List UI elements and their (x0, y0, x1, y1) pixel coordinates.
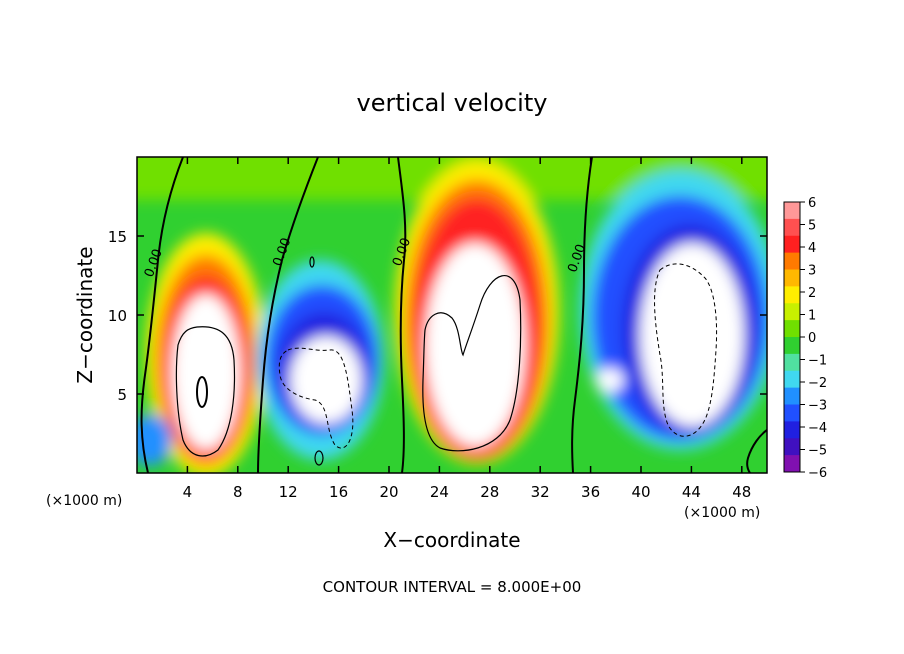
colorbar-label-7: 0 (808, 331, 816, 346)
x-tick-label-4: 4 (183, 483, 193, 501)
x-tick-label-48: 48 (732, 483, 751, 501)
colorbar-label-13: −6 (808, 466, 827, 481)
x-tick-label-8: 8 (233, 483, 243, 501)
positive-contour-cell-3 (422, 275, 522, 452)
positive-contour-cell-1 (175, 326, 236, 457)
positive-contour-core (196, 376, 208, 408)
zero-contour-1 (140, 157, 184, 473)
colorbar-swatch-6 (784, 286, 800, 304)
colorbar-swatch-15 (784, 438, 800, 456)
x-axis-label: X−coordinate (383, 528, 520, 552)
chart-title: vertical velocity (357, 89, 548, 117)
colorbar-label-5: 2 (808, 286, 816, 301)
y-tick-label-5: 5 (117, 386, 127, 404)
zero-contour-5 (746, 429, 767, 473)
colorbar-swatch-4 (784, 252, 800, 270)
x-unit-right: (×1000 m) (684, 505, 760, 521)
y-axis: 5 10 15 (108, 228, 767, 404)
x-axis: 4 8 12 16 20 24 28 32 36 40 44 48 (183, 157, 751, 501)
colorbar-label-9: −2 (808, 376, 827, 391)
colorbar-swatch-7 (784, 303, 800, 321)
colorbar-swatch-11 (784, 370, 800, 389)
colorbar-swatch-3 (784, 235, 800, 254)
colorbar-swatch-2 (784, 218, 800, 237)
colorbar-label-12: −5 (808, 444, 827, 459)
colorbar-label-10: −3 (808, 399, 827, 414)
x-tick-label-12: 12 (279, 483, 298, 501)
colorbar-swatch-10 (784, 353, 800, 372)
x-tick-label-28: 28 (480, 483, 499, 501)
plot-area: 0.00 0.00 0.00 0.00 (137, 157, 767, 473)
contour-lines (140, 157, 767, 473)
y-tick-label-15: 15 (108, 228, 127, 246)
colorbar-label-4: 3 (808, 264, 816, 279)
colorbar-swatch-14 (784, 421, 800, 439)
contour-interval-note: CONTOUR INTERVAL = 8.000E+00 (323, 578, 582, 596)
colorbar-swatch-1 (784, 202, 800, 220)
colorbar-label-6: 1 (808, 309, 816, 324)
x-tick-label-36: 36 (581, 483, 600, 501)
x-tick-label-24: 24 (430, 483, 449, 501)
colorbar-swatch-5 (784, 269, 800, 287)
y-tick-label-10: 10 (108, 307, 127, 325)
x-tick-label-16: 16 (329, 483, 348, 501)
colorbar-swatch-13 (784, 404, 800, 422)
colorbar-label-1: 6 (808, 196, 816, 211)
colorbar-swatch-16 (784, 455, 800, 473)
field-shading (137, 157, 767, 473)
zero-contour-4 (571, 157, 593, 473)
zero-contour-2 (257, 157, 319, 473)
x-tick-label-32: 32 (531, 483, 550, 501)
negative-contour-cell-2 (278, 347, 354, 449)
negative-contour-cell-4 (654, 263, 718, 437)
x-tick-label-40: 40 (631, 483, 650, 501)
colorbar-label-2: 5 (808, 219, 816, 234)
x-tick-label-20: 20 (379, 483, 398, 501)
x-tick-label-44: 44 (682, 483, 701, 501)
colorbar-swatch-9 (784, 337, 800, 355)
x-unit-left: (×1000 m) (46, 493, 122, 509)
small-closed-contour (314, 450, 324, 466)
colorbar: 6 5 4 3 2 1 0 −1 −2 −3 −4 −5 −6 (783, 196, 827, 481)
colorbar-label-8: −1 (808, 354, 827, 369)
colorbar-swatch-12 (784, 387, 800, 405)
y-axis-label: Z−coordinate (73, 246, 97, 383)
colorbar-label-11: −4 (808, 421, 827, 436)
colorbar-label-3: 4 (808, 241, 816, 256)
small-closed-contour-top (309, 256, 315, 268)
colorbar-swatch-8 (784, 320, 800, 338)
zero-contour-3 (397, 157, 407, 473)
